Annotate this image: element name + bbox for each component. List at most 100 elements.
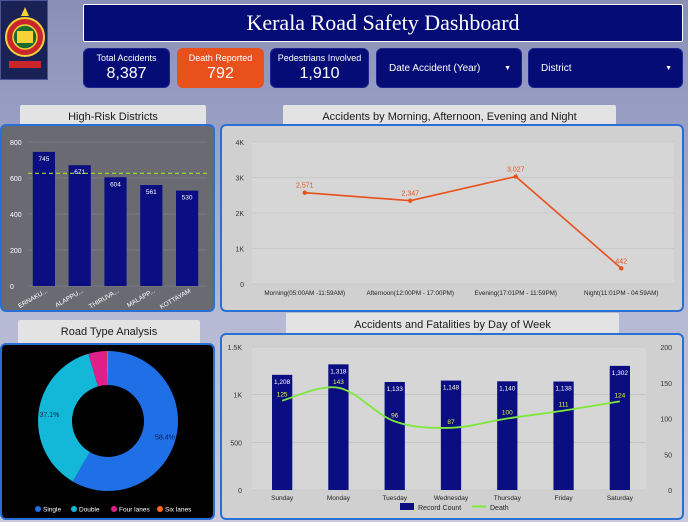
- x-tick-label: KOTTAYAM: [159, 288, 192, 310]
- kpi-label: Death Reported: [188, 53, 253, 63]
- y2-tick-label: 100: [660, 417, 672, 424]
- x-tick-label: THIRUVA...: [88, 288, 121, 310]
- filter-year-dropdown[interactable]: Date Accident (Year) ▼: [376, 48, 522, 88]
- y-tick-label: 0: [10, 284, 14, 291]
- day-of-week-panel: 0 500 1K 1.5K 0 50 100 150 200 1,208 Sunday 1,318 Mo…: [220, 333, 684, 520]
- bar-value-label: 745: [38, 156, 49, 163]
- slice-label: 58.4%: [155, 434, 175, 441]
- kpi-label: Total Accidents: [96, 53, 157, 63]
- bar: [176, 190, 199, 286]
- x-tick-label: Saturday: [607, 495, 634, 502]
- bar-value-label: 1,133: [387, 386, 404, 393]
- x-tick-label: Thursday: [494, 495, 522, 502]
- data-point: [619, 266, 624, 271]
- day-of-week-chart: 0 500 1K 1.5K 0 50 100 150 200 1,208 Sunday 1,318 Mo…: [228, 345, 673, 512]
- kpi-value: 8,387: [106, 65, 147, 82]
- y-tick-label: 500: [230, 440, 242, 447]
- legend-label: Double: [79, 507, 100, 514]
- bar: [553, 381, 574, 490]
- x-tick-label: Tuesday: [382, 495, 407, 502]
- y-tick-label: 400: [10, 212, 22, 219]
- kpi-value: 792: [207, 65, 234, 82]
- data-label: 2,347: [401, 191, 419, 198]
- data-label: 2,571: [296, 183, 314, 190]
- y-tick-label: 4K: [235, 140, 244, 147]
- bar: [140, 185, 163, 286]
- pie-slice: [72, 351, 178, 491]
- y-tick-label: 200: [10, 248, 22, 255]
- pie-slice: [37, 353, 98, 482]
- road-type-title: Road Type Analysis: [18, 320, 200, 344]
- death-data-label: 124: [614, 392, 625, 399]
- x-tick-label: ALAPPU...: [54, 288, 85, 310]
- bar-value-label: 561: [146, 189, 157, 196]
- legend-swatch: [35, 506, 41, 512]
- y2-tick-label: 200: [660, 345, 672, 352]
- bar-value-label: 1,140: [499, 385, 516, 392]
- y-tick-label: 1K: [233, 393, 242, 400]
- legend-swatch: [111, 506, 117, 512]
- pie-slice: [88, 351, 108, 387]
- bar-value-label: 1,302: [612, 370, 629, 377]
- road-type-panel: 58.4% 37.1% Single Double Four lanes Six lane…: [0, 343, 215, 520]
- y-tick-label: 600: [10, 176, 22, 183]
- kerala-police-logo: [0, 0, 48, 80]
- y-tick-label: 800: [10, 140, 22, 147]
- high-risk-panel: 0200400600800745ERNAKU...671ALAPPU...604…: [0, 124, 215, 312]
- x-tick-label: Wednesday: [434, 495, 469, 502]
- high-risk-chart: 0200400600800745ERNAKU...671ALAPPU...604…: [10, 140, 207, 311]
- y-tick-label: 2K: [235, 211, 244, 218]
- kpi-death-reported: Death Reported 792: [177, 48, 264, 88]
- x-tick-label: Evening(17:01PM - 11:59PM): [475, 290, 557, 297]
- x-tick-label: Night(11:01PM - 04:59AM): [584, 290, 658, 297]
- y-tick-label: 0: [238, 488, 242, 495]
- death-series-line: [281, 386, 621, 429]
- legend-swatch: [71, 506, 77, 512]
- filter-label: District: [541, 62, 572, 74]
- series-line: [304, 175, 622, 269]
- x-tick-label: Morning(05:00AM -11:59AM): [264, 290, 345, 297]
- death-data-label: 96: [391, 412, 399, 419]
- bar-value-label: 1,138: [555, 386, 572, 393]
- bar: [272, 374, 293, 490]
- kpi-total-accidents: Total Accidents 8,387: [83, 48, 170, 88]
- slice-label: 37.1%: [40, 412, 60, 419]
- y-tick-label: 1.5K: [228, 345, 243, 352]
- legend-label: Death: [490, 505, 509, 512]
- data-point: [302, 190, 307, 195]
- death-data-label: 100: [502, 410, 513, 417]
- y2-tick-label: 50: [664, 452, 672, 459]
- y-tick-label: 0: [240, 282, 244, 289]
- bar: [104, 177, 127, 286]
- y-tick-label: 1K: [235, 247, 244, 254]
- time-of-day-panel: 0 1K 2K 3K 4K 2,571 Morning(05:00AM -11:59AM) 2…: [220, 124, 684, 312]
- bar: [497, 381, 518, 490]
- police-emblem-icon: [5, 7, 45, 68]
- legend-swatch: [157, 506, 163, 512]
- filter-district-dropdown[interactable]: District ▼: [528, 48, 683, 88]
- bar-value-label: 1,148: [443, 385, 460, 392]
- filter-label: Date Accident (Year): [389, 62, 481, 74]
- x-tick-label: Sunday: [271, 495, 294, 502]
- bar: [384, 381, 405, 490]
- death-data-label: 111: [559, 402, 569, 409]
- data-label: 442: [615, 258, 627, 265]
- chevron-down-icon: ▼: [665, 64, 672, 72]
- bar-value-label: 530: [182, 195, 193, 202]
- bar: [32, 151, 55, 286]
- bar: [440, 380, 462, 490]
- pie-slice: [106, 351, 108, 386]
- bar-value-label: 604: [110, 181, 121, 188]
- y2-tick-label: 0: [668, 488, 672, 495]
- bar-value-label: 1,318: [330, 368, 347, 375]
- legend-label: Record Count: [418, 505, 461, 512]
- legend-label: Single: [43, 507, 61, 514]
- y-tick-label: 3K: [235, 176, 244, 183]
- bar: [609, 365, 630, 490]
- kpi-pedestrians-involved: Pedestrians Involved 1,910: [270, 48, 369, 88]
- data-point: [408, 198, 413, 203]
- y2-tick-label: 150: [660, 381, 672, 388]
- data-point: [513, 174, 518, 179]
- legend-label: Six lanes: [165, 507, 192, 514]
- x-tick-label: Monday: [327, 495, 351, 502]
